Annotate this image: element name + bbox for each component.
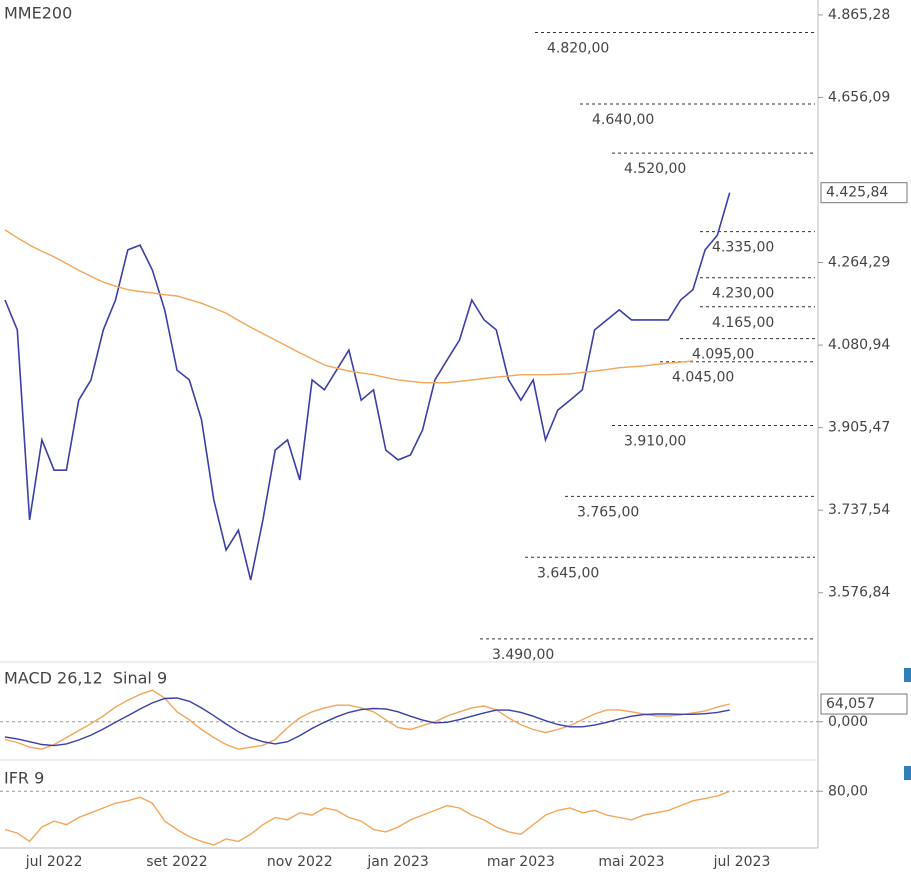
x-tick-label: mar 2023 — [487, 854, 555, 870]
level-label: 3.910,00 — [624, 433, 686, 449]
y-tick-label: 80,00 — [828, 783, 868, 799]
y-tick-label: 4.865,28 — [828, 7, 890, 23]
x-tick-label: jul 2022 — [25, 854, 83, 870]
level-label: 4.820,00 — [547, 40, 609, 56]
level-label: 3.490,00 — [492, 647, 554, 663]
x-tick-label: jul 2023 — [713, 854, 771, 870]
x-tick-label: nov 2022 — [267, 854, 333, 870]
y-tick-label: 3.576,84 — [828, 585, 890, 601]
level-label: 4.045,00 — [672, 370, 734, 386]
series-line — [4, 689, 730, 750]
series-line — [4, 192, 731, 581]
level-label: 3.765,00 — [577, 504, 639, 520]
series-line — [4, 229, 693, 384]
level-label: 4.095,00 — [692, 347, 754, 363]
last-value-label: 64,057 — [826, 696, 875, 712]
level-label: 4.335,00 — [712, 240, 774, 256]
legend-label: Sinal 9 — [113, 669, 167, 688]
series-line — [4, 790, 730, 846]
panel-marker — [904, 766, 911, 780]
legend-label: IFR 9 — [4, 769, 44, 788]
y-tick-label: 4.656,09 — [828, 89, 890, 105]
y-tick-label: 3.737,54 — [828, 502, 890, 518]
level-label: 4.640,00 — [592, 112, 654, 128]
last-value-box — [820, 182, 908, 204]
y-tick-label: 4.264,29 — [828, 255, 890, 271]
level-label: 4.165,00 — [712, 315, 774, 331]
last-value-box — [820, 693, 908, 715]
level-label: 4.230,00 — [712, 286, 774, 302]
y-tick-label: 3.905,47 — [828, 420, 890, 436]
x-tick-label: mai 2023 — [598, 854, 664, 870]
x-tick-label: jan 2023 — [366, 854, 428, 870]
legend-label: MME200 — [4, 4, 72, 23]
panel-marker — [904, 668, 911, 682]
level-label: 3.645,00 — [537, 565, 599, 581]
series-line — [4, 697, 730, 747]
y-tick-label: 0,000 — [828, 714, 868, 730]
level-label: 4.520,00 — [624, 161, 686, 177]
x-tick-label: set 2022 — [146, 854, 207, 870]
legend-label: MACD 26,12 — [4, 669, 103, 688]
last-value-label: 4.425,84 — [826, 185, 888, 201]
y-tick-label: 4.080,94 — [828, 337, 890, 353]
